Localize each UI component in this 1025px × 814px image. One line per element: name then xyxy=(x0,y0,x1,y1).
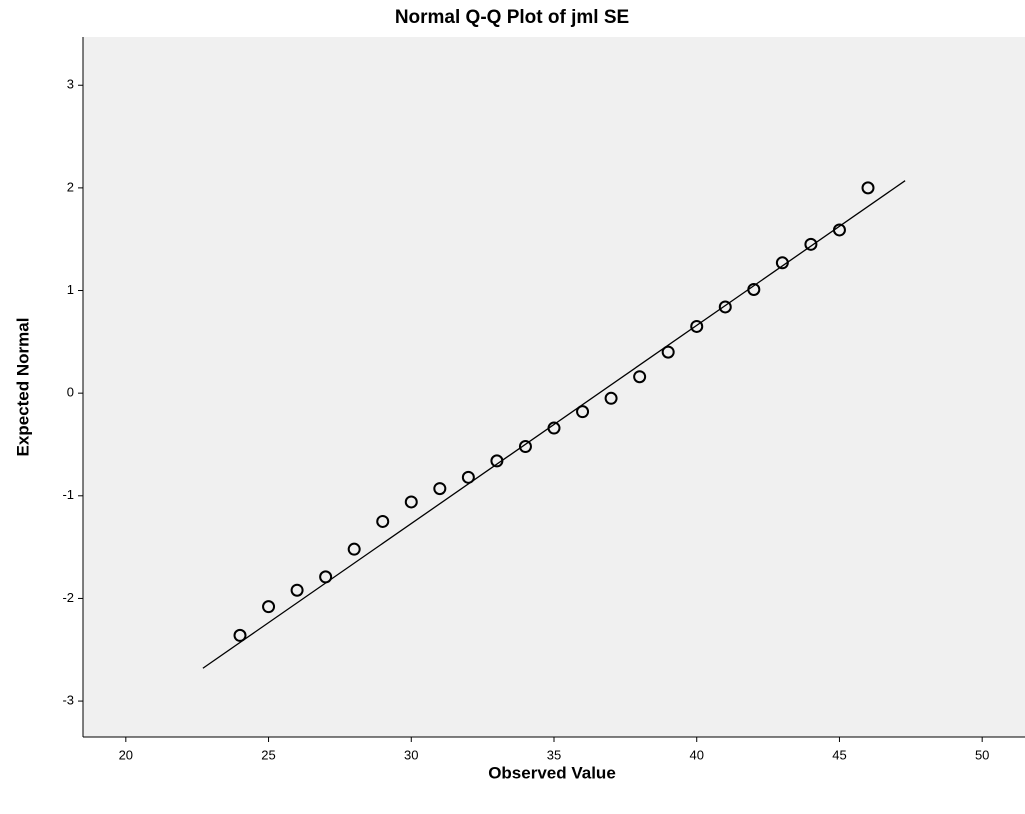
y-tick-label: -2 xyxy=(62,590,74,605)
point xyxy=(262,600,276,614)
point xyxy=(290,583,304,597)
y-tick-label: 2 xyxy=(67,179,74,194)
x-tick-label: 50 xyxy=(975,747,989,762)
chart-title: Normal Q-Q Plot of jml SE xyxy=(395,7,629,28)
point xyxy=(604,391,618,405)
point xyxy=(832,223,846,237)
point xyxy=(775,256,789,270)
x-tick-label: 35 xyxy=(547,747,561,762)
point xyxy=(661,345,675,359)
point xyxy=(718,300,732,314)
y-axis-label: Expected Normal xyxy=(13,318,32,457)
x-tick-label: 40 xyxy=(689,747,703,762)
point xyxy=(576,405,590,419)
point xyxy=(690,319,704,333)
point xyxy=(518,440,532,454)
point xyxy=(461,470,475,484)
point xyxy=(319,570,333,584)
point xyxy=(347,542,361,556)
point xyxy=(433,482,447,496)
y-tick-label: 1 xyxy=(67,282,74,297)
x-axis-label: Observed Value xyxy=(488,763,616,782)
y-tick-label: 3 xyxy=(67,77,74,92)
y-tick-label: 0 xyxy=(67,385,74,400)
x-tick-label: 25 xyxy=(261,747,275,762)
x-tick-label: 20 xyxy=(119,747,133,762)
point xyxy=(233,628,247,642)
point xyxy=(633,370,647,384)
point xyxy=(404,495,418,509)
plot-area xyxy=(83,37,1025,737)
point xyxy=(804,237,818,251)
point xyxy=(747,282,761,296)
point xyxy=(490,454,504,468)
point xyxy=(861,181,875,195)
x-tick-label: 45 xyxy=(832,747,846,762)
y-tick-label: -1 xyxy=(62,487,74,502)
point xyxy=(376,514,390,528)
point xyxy=(547,421,561,435)
x-tick-label: 30 xyxy=(404,747,418,762)
y-tick-label: -3 xyxy=(62,693,74,708)
